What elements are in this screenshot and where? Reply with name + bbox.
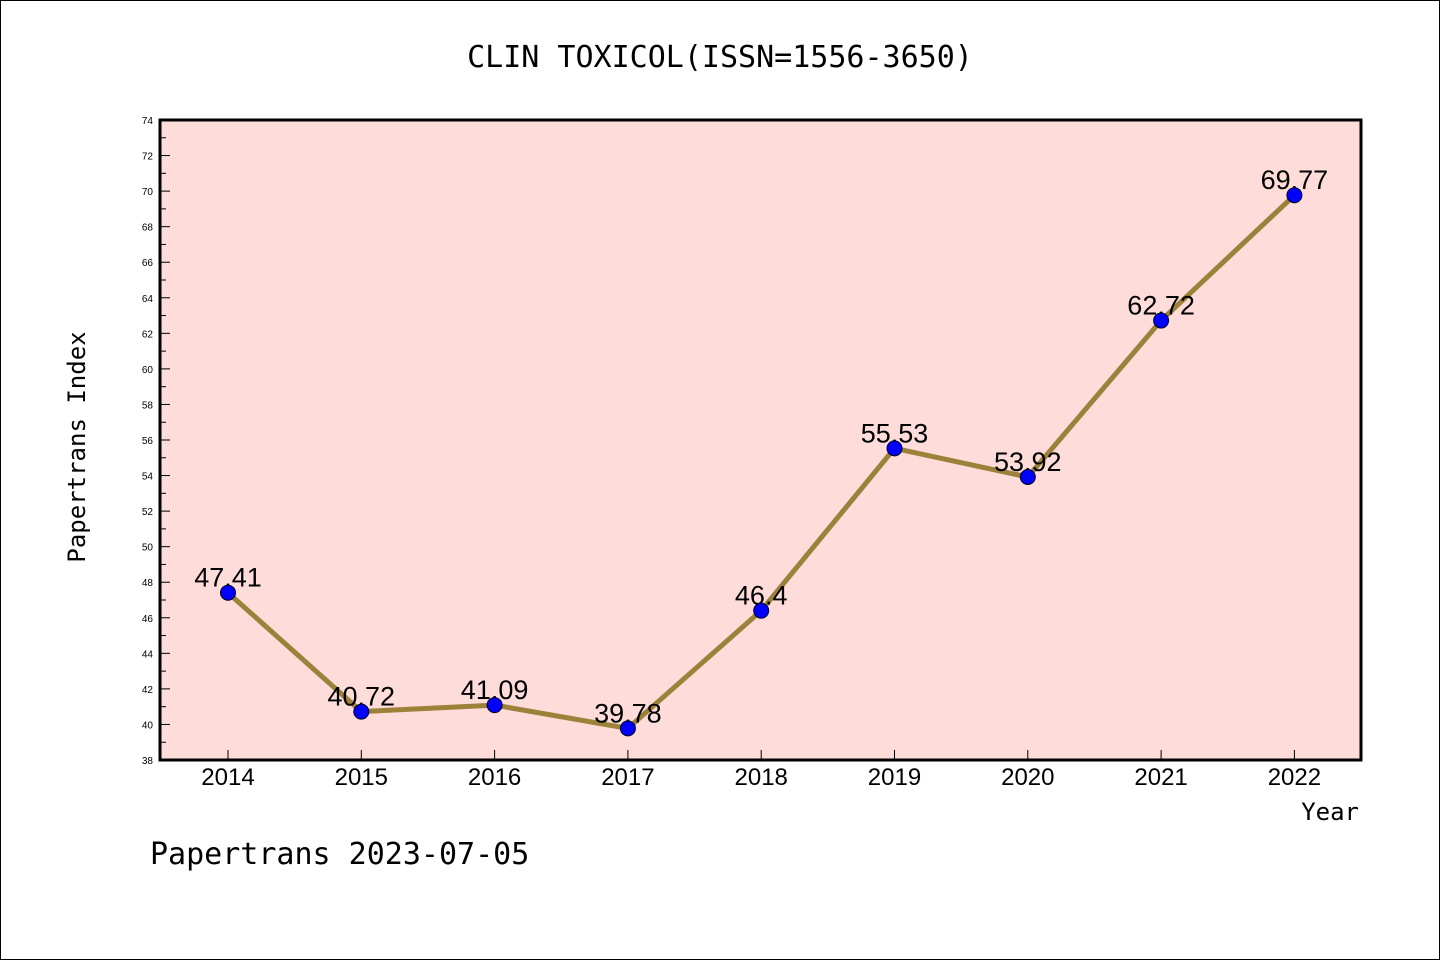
x-tick-label: 2020 [1001, 764, 1054, 791]
data-point [753, 602, 770, 619]
y-tick-label: 38 [142, 756, 154, 767]
x-axis-label: Year [1301, 798, 1359, 826]
data-point [1286, 187, 1303, 204]
data-point [486, 697, 503, 714]
x-tick-label: 2021 [1134, 764, 1187, 791]
y-tick-label: 64 [142, 294, 154, 305]
plot-frame [158, 118, 1363, 762]
x-tick-label: 2019 [868, 764, 921, 791]
y-tick-label: 68 [142, 223, 154, 234]
y-tick-label: 40 [142, 720, 154, 731]
y-tick-label: 54 [142, 472, 154, 483]
y-tick-label: 70 [142, 187, 154, 198]
data-point [1019, 468, 1036, 485]
y-tick-label: 74 [142, 116, 154, 127]
data-point [220, 584, 236, 601]
data-point [886, 440, 903, 457]
y-tick-label: 62 [142, 329, 154, 340]
footer-text: Papertrans 2023-07-05 [150, 837, 529, 872]
y-axis-label: Papertrans Index [63, 331, 91, 562]
plot-area [160, 120, 1361, 760]
data-point [619, 720, 636, 737]
y-tick-label: 58 [142, 400, 154, 411]
y-tick-label: 46 [142, 614, 154, 625]
data-point [1153, 312, 1170, 329]
chart-title: CLIN TOXICOL(ISSN=1556-3650) [467, 40, 973, 75]
y-tick-label: 44 [142, 649, 154, 660]
x-axis: 2014 2015 2016 2017 2018 2019 2020 2021 2022 [201, 750, 1321, 791]
x-tick-label: 2017 [601, 764, 654, 791]
y-tick-label: 56 [142, 436, 154, 447]
data-point [353, 703, 370, 720]
y-tick-label: 50 [142, 543, 154, 554]
y-tick-label: 72 [142, 152, 154, 163]
y-tick-label: 48 [142, 578, 154, 589]
x-tick-label: 2015 [335, 764, 388, 791]
y-tick-label: 66 [142, 258, 154, 269]
x-tick-label: 2014 [201, 764, 254, 791]
x-tick-label: 2022 [1268, 764, 1321, 791]
y-tick-label: 42 [142, 685, 154, 696]
y-axis: 38 40 42 44 46 48 50 52 54 56 58 60 62 64 66 68 70 72 74 [142, 116, 170, 767]
y-tick-label: 60 [142, 365, 154, 376]
y-tick-label: 52 [142, 507, 154, 518]
x-tick-label: 2018 [735, 764, 788, 791]
x-tick-label: 2016 [468, 764, 521, 791]
